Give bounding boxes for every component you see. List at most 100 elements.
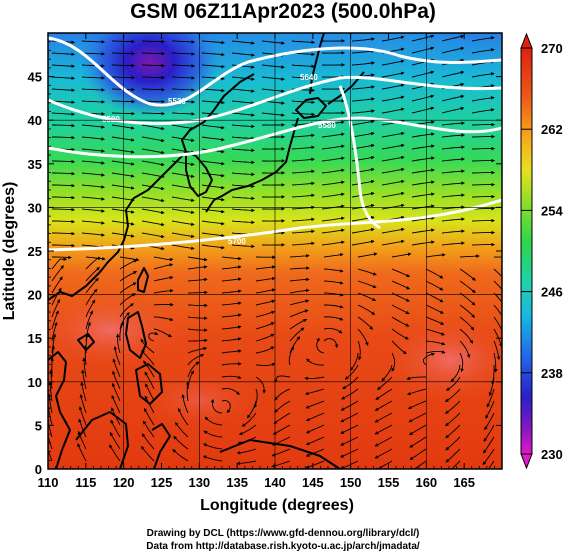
streamline [291,181,315,186]
streamline [459,268,476,281]
streamline [201,208,225,214]
streamline [153,328,173,338]
streamline [113,346,121,366]
streamline [381,83,405,90]
streamline [171,184,195,191]
streamline [153,288,174,294]
streamline [221,388,240,396]
streamline [81,196,105,201]
streamline [143,360,155,378]
streamline [171,196,195,203]
streamline [231,148,255,153]
streamline [78,418,87,438]
streamline [255,310,275,318]
streamline [187,370,195,390]
streamline [111,39,135,44]
streamline [52,171,75,176]
streamline [411,168,435,174]
y-tick-label: 5 [35,418,42,433]
streamline [351,61,375,66]
streamline [109,431,121,450]
streamline [459,304,476,318]
streamline [52,123,75,128]
streamline [471,96,495,102]
coast-sulawesi [151,423,171,469]
streamline [445,424,461,439]
streamline [77,443,87,462]
streamline [51,64,75,69]
streamline [450,364,461,382]
streamline [177,407,189,426]
streamline [291,64,315,69]
streamline [241,412,257,427]
streamline [357,340,362,361]
streamline [357,304,376,315]
streamline [411,70,435,78]
streamline [261,76,285,81]
streamline [305,400,325,409]
streamline [181,394,189,414]
streamline [231,88,255,93]
coast-japan-kyushu-honshu [205,117,299,213]
streamline [111,160,135,166]
streamline [374,400,393,411]
y-tick-label: 45 [28,70,42,85]
streamline [201,64,225,69]
streamline [85,321,91,342]
streamline [451,460,461,469]
streamline [112,358,121,378]
streamline [144,371,155,390]
streamline [408,412,427,423]
streamline [51,276,63,294]
streamline [111,99,135,104]
streamline [321,132,345,138]
streamline [471,48,495,54]
streamline [171,220,195,227]
streamline [255,276,276,282]
streamline [203,430,223,438]
x-axis-ticks: 110 115 120 125 130 135 140 145 150 155 160 165 [38,33,495,490]
streamline [49,369,53,390]
streamline [142,420,155,438]
contour-label-2: 5520 [102,115,120,124]
streamline [187,277,208,282]
coast-indochina [48,351,71,469]
colorbar-bottom-triangle [520,453,533,470]
streamline [201,220,225,226]
contour-label-1: 5520 [168,97,186,106]
streamline [81,100,105,104]
streamline [304,388,325,396]
page-title: GSM 06Z11Apr2023 (500.0hPa) [130,0,436,23]
colorbar: 270 262 254 246 238 230 [520,32,563,470]
streamline [445,400,461,414]
streamline [441,193,465,198]
streamline [119,321,124,342]
streamline [204,416,223,426]
streamline [381,131,405,138]
streamline [52,135,75,140]
coast-new-guinea [219,439,341,469]
streamline [111,232,135,238]
streamline [221,349,242,354]
wind-streamlines [48,34,502,469]
streamline [391,304,410,315]
streamline [81,220,105,225]
streamline [119,282,137,294]
streamline [375,388,393,400]
streamline [374,436,393,447]
streamline [291,217,315,222]
streamline [85,310,94,330]
streamline [261,40,285,45]
streamline [81,232,105,237]
streamline [291,145,315,150]
streamline [441,181,465,186]
streamline [51,257,68,270]
streamline [111,111,135,116]
streamline [111,63,135,68]
streamline [111,124,135,130]
streamline [391,328,409,340]
streamline [289,277,310,282]
streamline [411,94,435,102]
streamline [441,121,465,126]
